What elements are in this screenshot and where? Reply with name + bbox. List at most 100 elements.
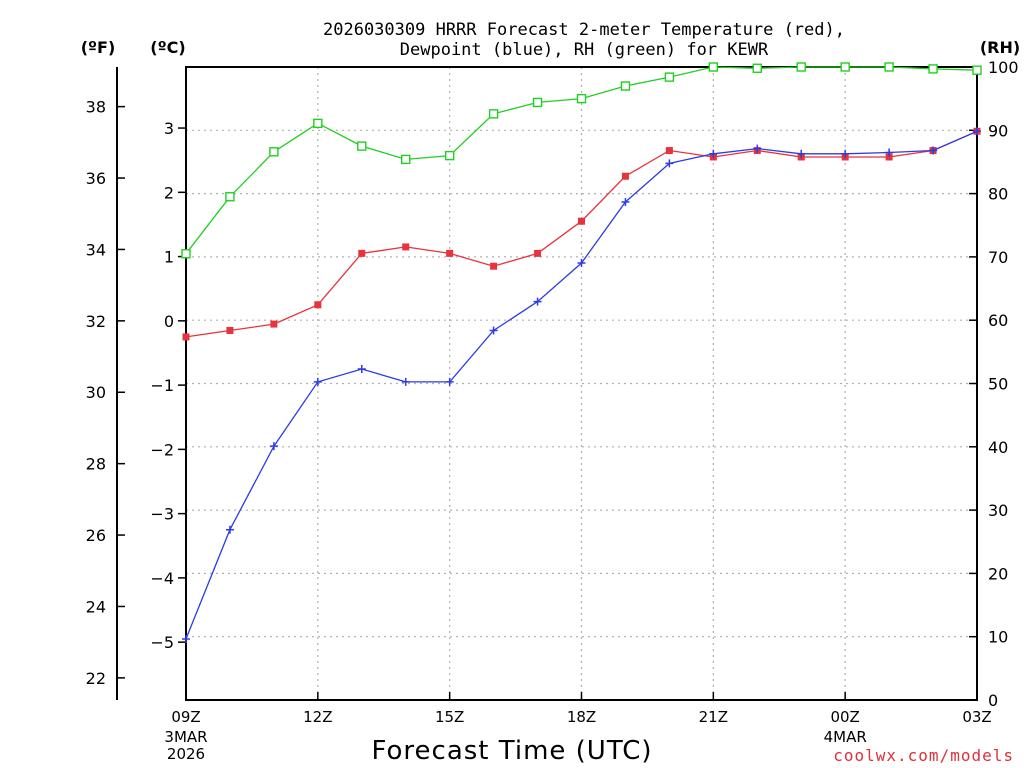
dewpoint-point xyxy=(753,144,762,153)
rh-tick-label: 50 xyxy=(988,375,1008,394)
tick-labels: 3210−1−2−3−4−538363432302826242210090807… xyxy=(86,58,1019,763)
fahrenheit-tick-label: 28 xyxy=(86,455,106,474)
temperature-point xyxy=(490,262,498,270)
fahrenheit-tick-label: 30 xyxy=(86,383,106,402)
fahrenheit-unit-label: (ºF) xyxy=(81,38,116,57)
temperature-point xyxy=(578,217,585,225)
fahrenheit-tick-label: 34 xyxy=(86,240,106,259)
rh-point xyxy=(269,147,279,157)
fahrenheit-tick-label: 22 xyxy=(86,669,106,688)
rh-point xyxy=(444,150,455,161)
rh-point xyxy=(576,93,587,104)
dewpoint-point xyxy=(182,634,190,643)
dewpoint-point xyxy=(973,127,981,136)
dewpoint-point xyxy=(445,377,454,386)
celsius-tick-label: −3 xyxy=(150,505,174,524)
celsius-tick-label: 0 xyxy=(164,312,174,331)
dewpoint-point xyxy=(929,146,938,155)
celsius-tick-label: −2 xyxy=(150,440,174,459)
temperature-point xyxy=(270,320,278,328)
celsius-tick-label: −5 xyxy=(150,633,174,652)
temperature-point xyxy=(182,333,190,341)
rh-point xyxy=(752,63,762,73)
fahrenheit-tick-label: 24 xyxy=(86,597,106,616)
dewpoint-point xyxy=(577,259,586,268)
fahrenheit-tick-label: 32 xyxy=(86,312,106,331)
rh-tick-label: 80 xyxy=(988,185,1008,204)
rh-point xyxy=(972,65,982,75)
dewpoint-point xyxy=(533,297,542,306)
x-axis-label: Forecast Time (UTC) xyxy=(371,736,652,766)
temperature-line xyxy=(185,130,978,338)
celsius-tick-label: 2 xyxy=(164,183,174,202)
rh-point xyxy=(796,62,806,72)
dewpoint-point xyxy=(269,442,278,451)
dewpoint-point xyxy=(621,197,630,206)
fahrenheit-tick-label: 26 xyxy=(86,526,106,545)
chart-title-line2: Dewpoint (blue), RH (green) for KEWR xyxy=(400,40,769,60)
temperature-point xyxy=(402,243,410,251)
x-tick-label: 12Z xyxy=(303,708,332,726)
temperature-point xyxy=(534,249,542,257)
temperature-point xyxy=(358,249,366,257)
series-layer xyxy=(181,62,982,643)
celsius-tick-label: −1 xyxy=(150,376,174,395)
x-tick-label: 09Z xyxy=(171,708,200,726)
rh-tick-label: 70 xyxy=(988,248,1008,267)
gridlines xyxy=(186,67,977,700)
celsius-unit-label: (ºC) xyxy=(150,38,185,57)
dewpoint-point xyxy=(401,377,410,386)
temperature-point xyxy=(446,249,454,257)
rh-point xyxy=(708,62,719,72)
rh-point xyxy=(488,109,499,119)
rh-point xyxy=(313,118,323,129)
temperature-point xyxy=(226,326,234,334)
dewpoint-point xyxy=(709,149,718,158)
rh-point xyxy=(664,72,675,82)
rh-tick-label: 90 xyxy=(988,121,1008,140)
rh-point xyxy=(620,81,631,91)
rh-point xyxy=(532,97,543,108)
fahrenheit-tick-label: 38 xyxy=(86,98,106,117)
rh-point xyxy=(225,192,235,202)
rh-tick-label: 100 xyxy=(988,58,1019,77)
rh-point xyxy=(401,154,411,165)
x-tick-label: 15Z xyxy=(435,708,464,726)
rh-tick-label: 60 xyxy=(988,311,1008,330)
dewpoint-point xyxy=(313,377,322,386)
rh-point xyxy=(840,62,850,72)
rh-point xyxy=(928,64,938,74)
chart-title-line1: 2026030309 HRRR Forecast 2-meter Tempera… xyxy=(323,20,845,40)
x-tick-sublabel: 2026 xyxy=(167,745,205,763)
x-tick-label: 00Z xyxy=(830,708,859,726)
temperature-point xyxy=(885,153,893,161)
dewpoint-point xyxy=(885,148,894,157)
temperature-point xyxy=(314,301,322,309)
rh-tick-label: 40 xyxy=(988,438,1008,457)
temperature-point xyxy=(621,172,629,180)
celsius-tick-label: 3 xyxy=(164,119,174,138)
x-tick-label: 21Z xyxy=(699,708,728,726)
fahrenheit-tick-label: 36 xyxy=(86,169,106,188)
rh-point xyxy=(884,62,894,72)
x-tick-label: 03Z xyxy=(962,708,991,726)
rh-tick-label: 20 xyxy=(988,564,1008,583)
dewpoint-point xyxy=(841,149,850,158)
rh-point xyxy=(181,249,191,259)
celsius-tick-label: −4 xyxy=(150,569,174,588)
rh-point xyxy=(357,141,367,151)
credit-watermark: coolwx.com/models xyxy=(833,746,1014,765)
rh-tick-label: 10 xyxy=(988,628,1008,647)
x-tick-sublabel: 3MAR xyxy=(164,728,207,746)
temperature-point xyxy=(665,147,673,155)
dewpoint-point xyxy=(665,159,674,168)
rh-tick-label: 0 xyxy=(988,691,998,710)
celsius-tick-label: 1 xyxy=(164,248,174,267)
axes xyxy=(116,66,978,701)
rh-tick-label: 30 xyxy=(988,501,1008,520)
rh-unit-label: (RH) xyxy=(980,38,1020,57)
dewpoint-point xyxy=(797,149,806,158)
dewpoint-point xyxy=(357,365,366,374)
x-tick-sublabel: 4MAR xyxy=(824,728,867,746)
